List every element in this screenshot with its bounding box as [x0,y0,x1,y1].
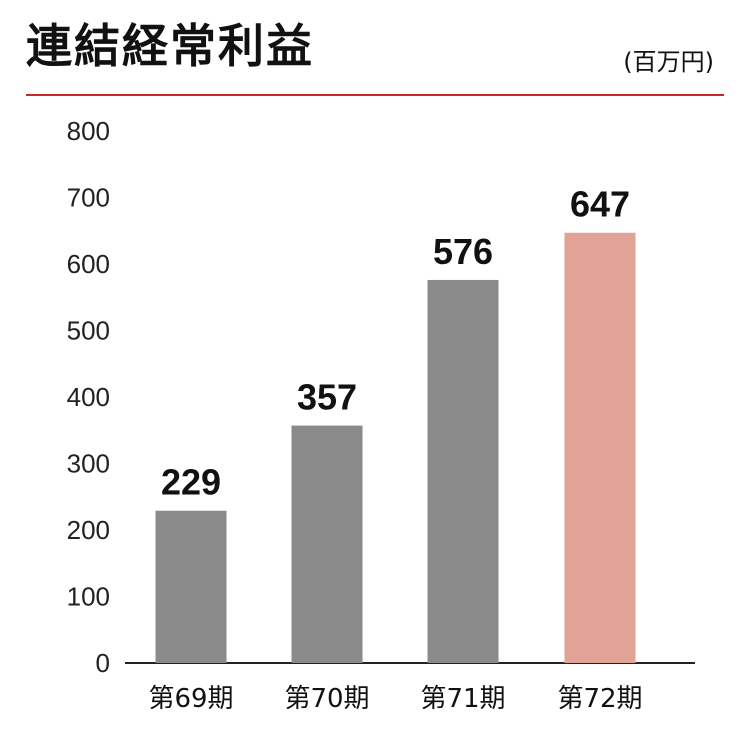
title-underline [26,94,724,96]
data-label: 357 [297,377,357,418]
bar [564,232,636,663]
y-tick-label: 500 [67,316,110,346]
data-label: 576 [433,231,493,272]
chart-title: 連結経常利益 [26,19,314,73]
y-tick-label: 400 [67,382,110,412]
y-tick-label: 600 [67,249,110,279]
unit-label: (百万円) [623,48,714,76]
y-tick-label: 100 [67,582,110,612]
y-tick-label: 0 [96,648,110,678]
y-tick-label: 300 [67,449,110,479]
y-tick-label: 200 [67,515,110,545]
y-tick-label: 800 [67,116,110,146]
bar [155,510,227,663]
x-tick-label: 第69期 [148,684,233,714]
bar [291,425,363,663]
data-label: 229 [161,462,221,503]
x-tick-label: 第72期 [557,684,642,714]
y-tick-label: 700 [67,183,110,213]
bar [427,279,499,663]
x-tick-label: 第70期 [284,684,369,714]
data-label: 647 [570,184,630,225]
x-tick-label: 第71期 [420,684,505,714]
